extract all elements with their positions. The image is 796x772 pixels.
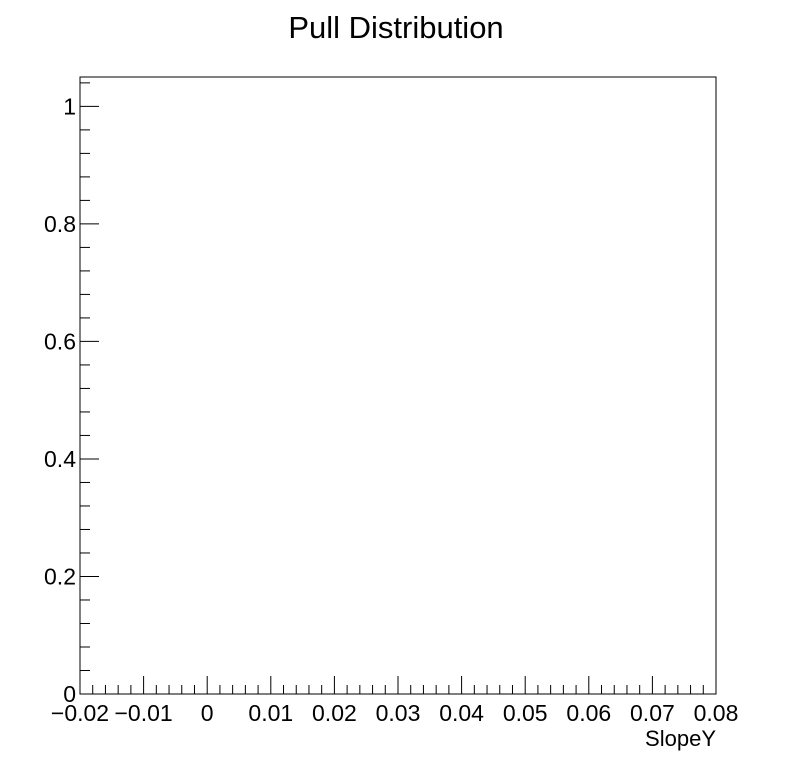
y-tick-label: 0.6 [44, 328, 76, 354]
x-tick-label: 0.01 [248, 700, 293, 726]
x-tick-label: 0.05 [503, 700, 548, 726]
x-tick-label: 0.06 [566, 700, 611, 726]
x-tick-label: 0.04 [439, 700, 484, 726]
plot-frame [79, 76, 717, 695]
chart-title: Pull Distribution [288, 10, 503, 45]
x-tick-label: −0.02 [51, 700, 109, 726]
x-tick-label: 0.08 [694, 700, 739, 726]
x-axis-tick-labels: −0.02 −0.01 0 0.01 0.02 0.03 0.04 0.05 0.06 0.07 0… [51, 700, 738, 726]
x-axis-ticks [79, 676, 717, 694]
x-tick-label: 0.07 [630, 700, 675, 726]
x-tick-label: 0.03 [376, 700, 421, 726]
y-axis-ticks [80, 82, 99, 695]
y-tick-label: 0.4 [44, 446, 76, 472]
x-tick-label: 0.02 [312, 700, 357, 726]
y-tick-label: 0.8 [44, 211, 76, 237]
y-tick-label: 1 [63, 93, 76, 119]
x-tick-label: −0.01 [114, 700, 172, 726]
x-tick-label: 0 [201, 700, 214, 726]
y-axis-tick-labels: 0 0.2 0.4 0.6 0.8 1 [44, 93, 76, 707]
y-tick-label: 0 [63, 681, 76, 707]
x-axis-label: SlopeY [645, 726, 716, 751]
y-tick-label: 0.2 [44, 563, 76, 589]
